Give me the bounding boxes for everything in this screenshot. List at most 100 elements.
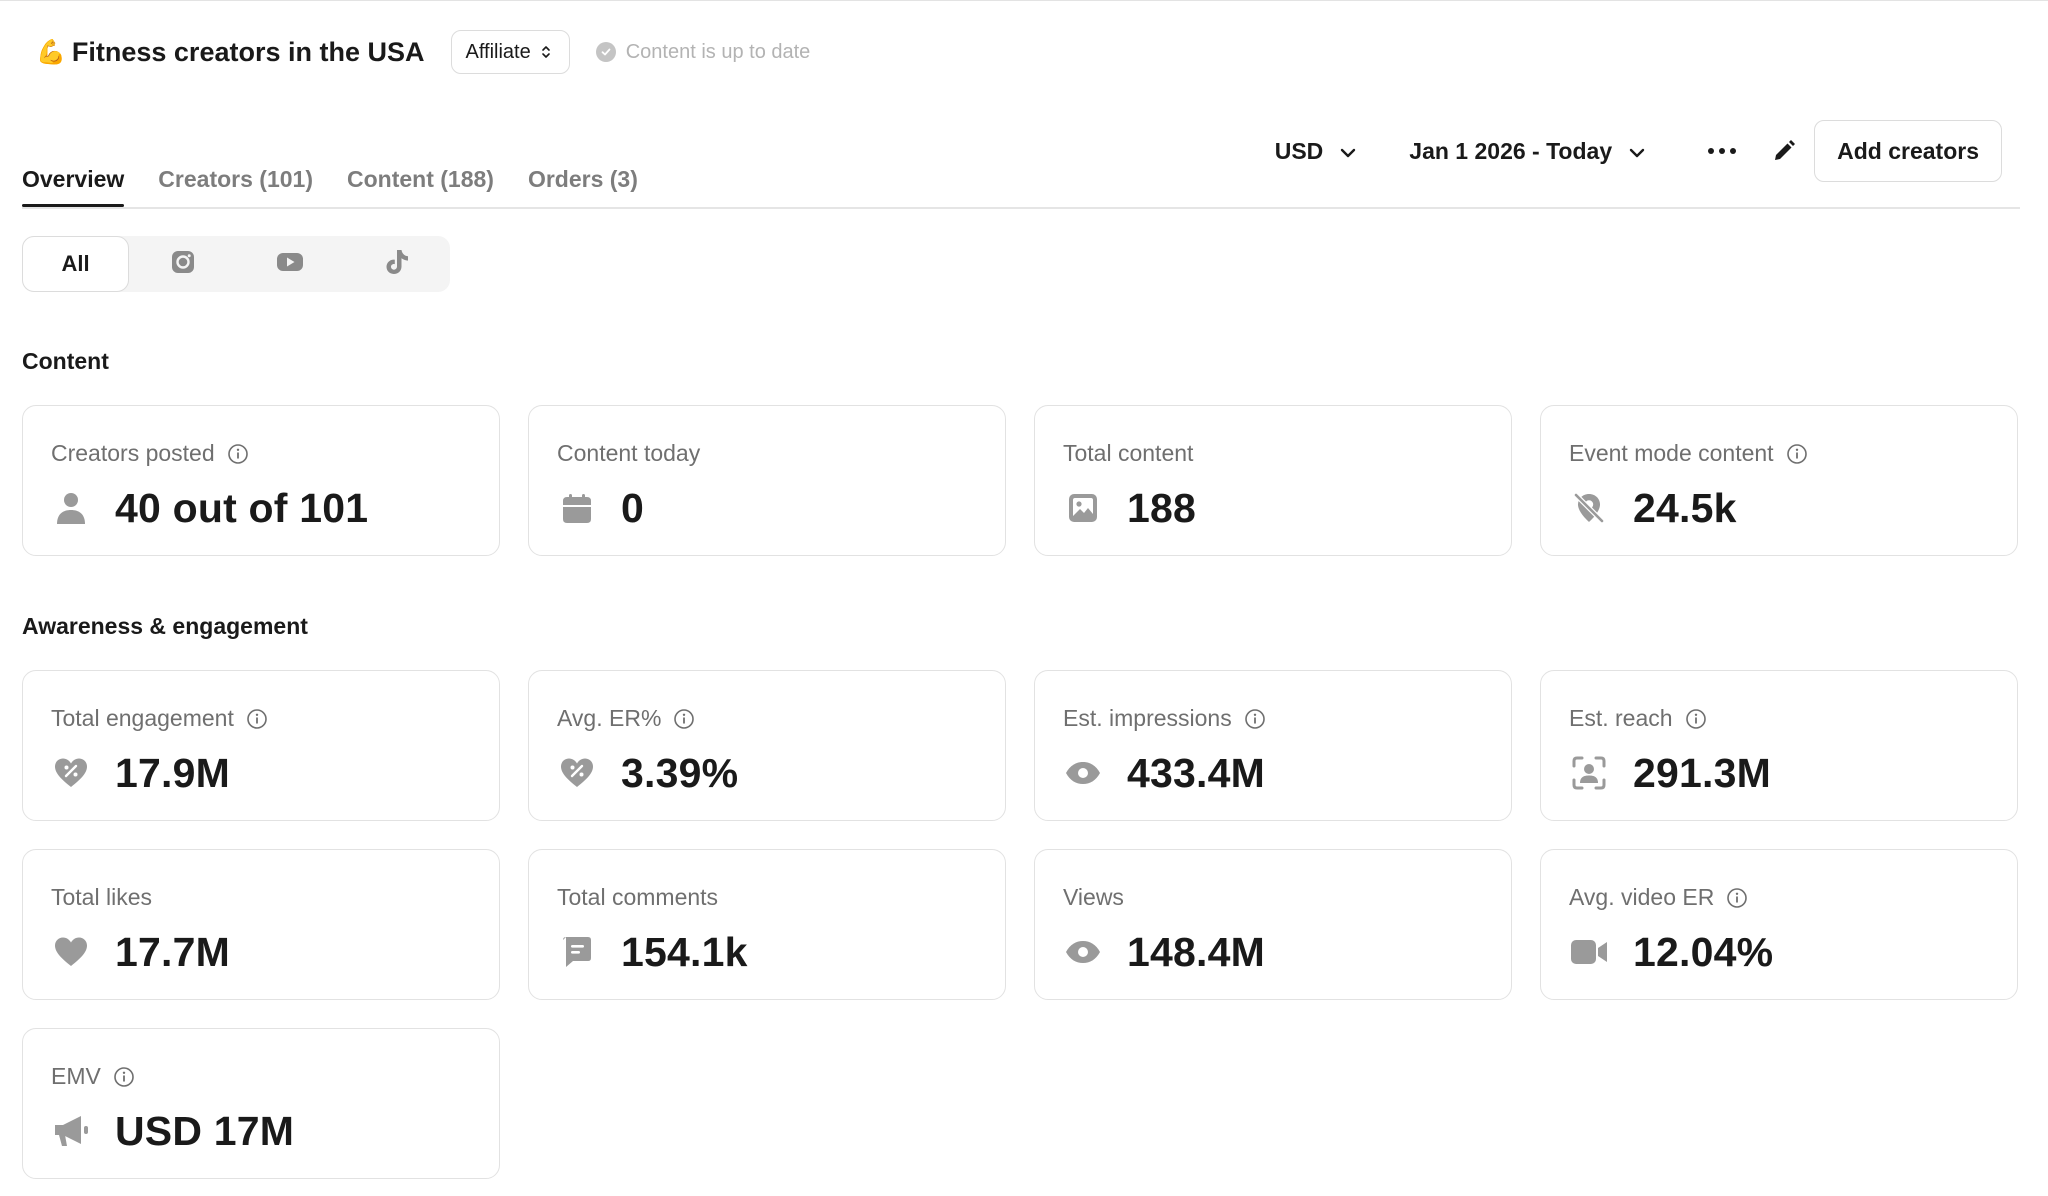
info-icon[interactable] (246, 708, 268, 730)
metric-value-row: 154.1k (557, 924, 748, 980)
metric-value-row: 148.4M (1063, 924, 1265, 980)
page-header: 💪 Fitness creators in the USA Affiliate … (36, 30, 810, 74)
metric-label: EMV (51, 1063, 135, 1090)
metric-card-emv: EMV USD 17M (22, 1028, 500, 1179)
info-icon[interactable] (1244, 708, 1266, 730)
tabs-divider (22, 207, 2020, 209)
metric-value-row: 40 out of 101 (51, 480, 368, 536)
metric-value: 3.39% (621, 749, 739, 796)
platform-filter: All (22, 236, 450, 292)
filter-youtube-button[interactable] (236, 236, 343, 292)
currency-select[interactable]: USD (1275, 138, 1358, 165)
section-title-awareness: Awareness & engagement (22, 613, 308, 639)
metric-card-total-engagement: Total engagement 17.9M (22, 670, 500, 821)
updown-chevron-icon (541, 44, 551, 60)
metric-label-text: Creators posted (51, 440, 215, 466)
megaphone-icon (51, 1111, 91, 1151)
tiktok-icon (384, 248, 410, 281)
chevron-down-icon (1339, 138, 1357, 165)
metric-label-text: EMV (51, 1063, 101, 1089)
metric-value: 291.3M (1633, 749, 1771, 796)
metric-card-est-reach: Est. reach 291.3M (1540, 670, 2018, 821)
campaign-type-select[interactable]: Affiliate (450, 30, 570, 74)
eye-icon (1063, 932, 1103, 972)
info-icon[interactable] (227, 443, 249, 465)
metric-card-total-content: Total content 188 (1034, 405, 1512, 556)
flexed-biceps-icon: 💪 (36, 38, 66, 66)
metric-value-row: 3.39% (557, 745, 738, 801)
location-off-icon (1569, 488, 1609, 528)
tab-orders[interactable]: Orders (3) (527, 166, 638, 192)
info-icon[interactable] (113, 1066, 135, 1088)
metric-value: 40 out of 101 (115, 484, 369, 531)
calendar-icon (557, 488, 597, 528)
metric-value-row: 12.04% (1569, 924, 1773, 980)
heart-percent-icon (51, 753, 91, 793)
metric-value: 433.4M (1127, 749, 1265, 796)
metric-value-row: 0 (557, 480, 644, 536)
metric-value-row: USD 17M (51, 1103, 294, 1159)
metric-label-text: Content today (557, 440, 701, 466)
metric-card-event-mode-content: Event mode content 24.5k (1540, 405, 2018, 556)
heart-percent-icon (557, 753, 597, 793)
sync-status: Content is up to date (595, 40, 811, 64)
section-title-content: Content (22, 348, 109, 374)
metric-label: Est. impressions (1063, 705, 1266, 732)
metric-value-row: 24.5k (1569, 480, 1737, 536)
metric-card-creators-posted: Creators posted 40 out of 101 (22, 405, 500, 556)
filter-tiktok-button[interactable] (343, 236, 450, 292)
metric-card-avg-er: Avg. ER% 3.39% (528, 670, 1006, 821)
metric-label: Total comments (557, 884, 718, 911)
metric-value: 188 (1127, 484, 1197, 531)
person-icon (51, 488, 91, 528)
metric-value: 17.7M (115, 928, 230, 975)
metric-card-total-comments: Total comments 154.1k (528, 849, 1006, 1000)
metric-card-total-likes: Total likes 17.7M (22, 849, 500, 1000)
tab-bar: Overview Creators (101) Content (188) Or… (22, 166, 638, 207)
more-options-icon[interactable] (1704, 147, 1740, 155)
metric-label: Est. reach (1569, 705, 1707, 732)
metric-value: 148.4M (1127, 928, 1265, 975)
tab-content[interactable]: Content (188) (346, 166, 494, 192)
sync-status-text: Content is up to date (625, 40, 811, 63)
metric-label-text: Total likes (51, 884, 152, 910)
metric-label: Views (1063, 884, 1124, 911)
date-range-select[interactable]: Jan 1 2026 - Today (1409, 138, 1646, 165)
video-camera-icon (1569, 932, 1609, 972)
instagram-icon (170, 249, 196, 280)
youtube-icon (276, 251, 304, 278)
metric-value-row: 17.9M (51, 745, 230, 801)
metric-label-text: Total content (1063, 440, 1194, 466)
add-creators-button[interactable]: Add creators (1814, 120, 2002, 182)
metric-label-text: Avg. ER% (557, 705, 662, 731)
info-icon[interactable] (1726, 887, 1748, 909)
metric-value: 17.9M (115, 749, 230, 796)
info-icon[interactable] (1786, 443, 1808, 465)
metric-card-est-impressions: Est. impressions 433.4M (1034, 670, 1512, 821)
metric-value: 0 (621, 484, 645, 531)
metric-card-avg-video-er: Avg. video ER 12.04% (1540, 849, 2018, 1000)
metric-value: USD 17M (115, 1107, 295, 1154)
filter-instagram-button[interactable] (129, 236, 236, 292)
heart-icon (51, 932, 91, 972)
pencil-icon[interactable] (1770, 139, 1798, 163)
metric-label: Total content (1063, 440, 1193, 467)
tab-creators[interactable]: Creators (101) (158, 166, 313, 192)
page-title-text: Fitness creators in the USA (71, 36, 425, 67)
info-icon[interactable] (673, 708, 695, 730)
metric-label: Avg. ER% (557, 705, 695, 732)
top-border (0, 0, 2048, 1)
toolbar: USD Jan 1 2026 - Today Add creators (1275, 120, 2002, 182)
campaign-type-value: Affiliate (465, 40, 531, 63)
info-icon[interactable] (1685, 708, 1707, 730)
filter-all-button[interactable]: All (22, 236, 129, 292)
reach-icon (1569, 753, 1609, 793)
comment-icon (557, 932, 597, 972)
image-icon (1063, 488, 1103, 528)
metric-label-text: Total comments (557, 884, 719, 910)
tab-overview[interactable]: Overview (22, 166, 125, 207)
chevron-down-icon (1628, 138, 1646, 165)
metric-label-text: Total engagement (51, 705, 234, 731)
check-circle-icon (595, 42, 616, 62)
metric-value: 154.1k (621, 928, 748, 975)
